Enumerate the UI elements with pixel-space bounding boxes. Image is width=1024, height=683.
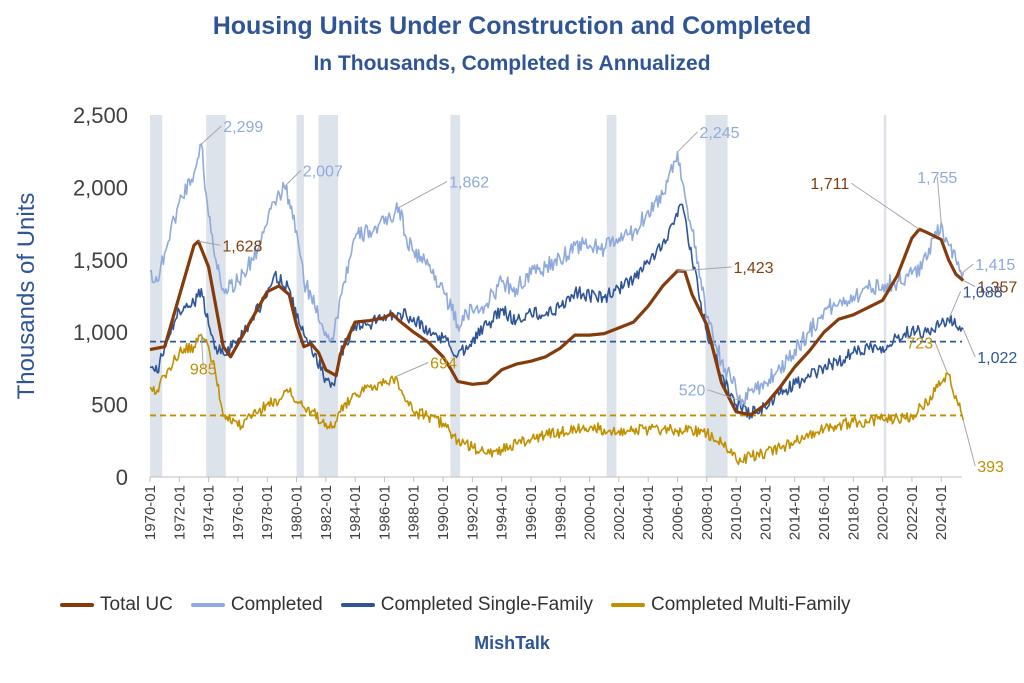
legend-item-completed-multi-family: Completed Multi-Family — [611, 594, 851, 616]
x-tick-label: 1988-01 — [406, 485, 423, 540]
chart-legend: Total UC Completed Completed Single-Fami… — [60, 594, 1000, 616]
x-tick-label: 2000-01 — [582, 485, 599, 540]
legend-swatch-completed-single-family — [340, 603, 375, 607]
recession-band-2 — [206, 115, 226, 477]
x-tick-label: 2012-01 — [757, 485, 774, 540]
x-tick-label: 2010-01 — [728, 485, 745, 540]
data-label-completed-multi-family: 723 — [906, 335, 933, 352]
data-label-total-uc: 1,628 — [222, 238, 262, 255]
x-tick-label: 2024-01 — [933, 485, 950, 540]
data-label-completed-single-family: 1,022 — [977, 350, 1017, 367]
recession-band-5 — [450, 115, 461, 477]
y-tick-label: 500 — [91, 393, 128, 418]
callout-line — [677, 266, 732, 272]
y-axis-title: Thousands of Units — [13, 193, 40, 400]
x-tick-label: 1994-01 — [494, 485, 511, 540]
x-tick-label: 2018-01 — [845, 485, 862, 540]
series-line-completed — [149, 143, 964, 406]
x-tick-label: 1986-01 — [376, 485, 393, 540]
legend-label-total-uc: Total UC — [100, 594, 173, 615]
recession-band-1 — [150, 115, 163, 477]
data-label-completed: 2,299 — [223, 119, 263, 136]
legend-label-completed-single-family: Completed Single-Family — [380, 594, 593, 615]
y-tick-label: 1,000 — [73, 320, 128, 345]
legend-swatch-completed-multi-family — [611, 603, 645, 607]
x-tick-label: 2002-01 — [611, 485, 628, 540]
y-tick-label: 2,500 — [73, 103, 128, 128]
y-tick-label: 0 — [116, 465, 128, 490]
x-tick-label: 1992-01 — [464, 485, 481, 540]
legend-item-total-uc: Total UC — [60, 594, 173, 616]
callout-line — [850, 182, 920, 230]
x-tick-label: 1976-01 — [230, 485, 247, 540]
data-label-completed: 1,415 — [975, 257, 1015, 274]
x-tick-label: 1972-01 — [171, 485, 188, 540]
x-tick-label: 1974-01 — [201, 485, 218, 540]
x-tick-label: 1978-01 — [259, 485, 276, 540]
x-tick-label: 1980-01 — [289, 485, 306, 540]
callout-line — [962, 280, 976, 287]
callout-line — [198, 240, 221, 246]
data-label-completed: 520 — [679, 383, 706, 400]
callout-line — [395, 362, 429, 377]
data-label-completed-multi-family: 694 — [430, 356, 457, 373]
recession-band-4 — [318, 115, 339, 477]
callout-line — [200, 125, 222, 145]
legend-item-completed-single-family: Completed Single-Family — [340, 594, 593, 616]
data-label-total-uc: 1,711 — [810, 176, 849, 193]
data-label-completed-single-family: 1,088 — [963, 284, 1003, 301]
callout-line — [934, 342, 948, 373]
callout-line — [948, 291, 962, 320]
x-tick-label: 2022-01 — [904, 485, 921, 540]
x-tick-label: 1970-01 — [142, 485, 159, 540]
x-tick-label: 2014-01 — [787, 485, 804, 540]
legend-swatch-completed — [190, 603, 225, 607]
legend-label-completed: Completed — [230, 594, 323, 615]
x-tick-label: 1996-01 — [523, 485, 540, 540]
x-tick-label: 1998-01 — [552, 485, 569, 540]
series-line-total-uc — [149, 227, 965, 417]
callout-line — [284, 170, 302, 187]
x-tick-label: 2016-01 — [816, 485, 833, 540]
x-tick-label: 1990-01 — [435, 485, 452, 540]
series-line-completed-single-family — [149, 203, 964, 420]
x-tick-label: 2020-01 — [875, 485, 892, 540]
callout-line — [962, 419, 976, 467]
callout-line — [398, 180, 448, 208]
callout-line — [962, 328, 976, 358]
data-label-completed: 1,755 — [917, 170, 957, 187]
data-label-total-uc: 1,423 — [733, 260, 773, 277]
data-label-completed-multi-family: 393 — [977, 459, 1004, 476]
y-tick-label: 2,000 — [73, 175, 128, 200]
chart-subtitle: In Thousands, Completed is Annualized — [313, 52, 711, 75]
x-tick-label: 1982-01 — [318, 485, 335, 540]
series-line-completed-multi-family — [149, 333, 964, 466]
callout-line — [200, 334, 204, 369]
recession-band-3 — [296, 115, 304, 477]
callout-line — [677, 131, 698, 153]
x-tick-label: 2006-01 — [669, 485, 686, 540]
data-label-completed: 2,007 — [303, 163, 343, 180]
x-tick-label: 2008-01 — [699, 485, 716, 540]
data-label-completed: 1,862 — [449, 174, 489, 191]
recession-band-7 — [705, 115, 728, 477]
chart-title: Housing Units Under Construction and Com… — [212, 12, 812, 40]
legend-swatch-total-uc — [60, 603, 94, 607]
data-label-completed: 2,245 — [699, 125, 739, 142]
branding: MishTalk — [474, 633, 550, 653]
legend-label-completed-multi-family: Completed Multi-Family — [651, 594, 851, 615]
legend-item-completed: Completed — [190, 594, 323, 616]
callout-line — [962, 263, 974, 273]
data-label-completed-multi-family: 985 — [190, 361, 217, 378]
x-tick-label: 2004-01 — [640, 485, 657, 540]
callout-line — [707, 389, 744, 403]
y-tick-label: 1,500 — [73, 248, 128, 273]
recession-band-6 — [606, 115, 617, 477]
data-label-total-uc: 1,357 — [977, 280, 1017, 297]
x-tick-label: 1984-01 — [347, 485, 364, 540]
callout-line — [936, 176, 942, 223]
